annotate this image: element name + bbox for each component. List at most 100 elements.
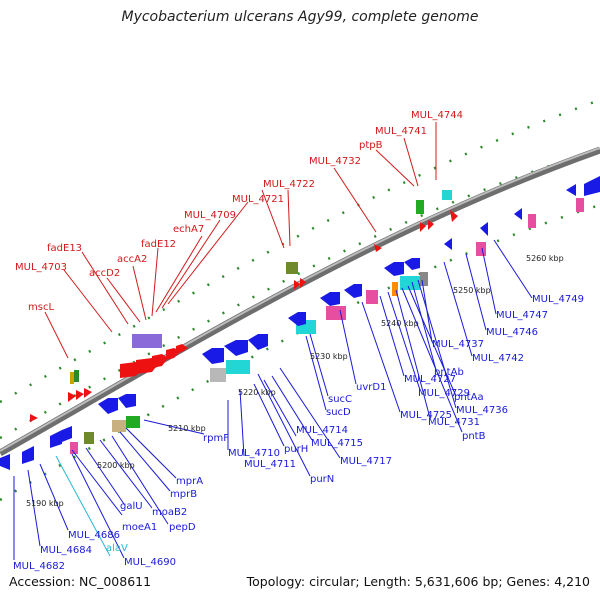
gene-label: MUL_4709 xyxy=(184,210,236,221)
gene-rev xyxy=(584,176,600,196)
gene-label: mscL xyxy=(28,302,54,313)
gene-label: moaB2 xyxy=(152,507,187,518)
leader-line xyxy=(465,253,487,331)
leader-line xyxy=(27,469,41,547)
gene-label: pntAa xyxy=(454,392,484,403)
leader-line xyxy=(39,463,69,531)
gene-label: accA2 xyxy=(117,254,147,265)
leader-line xyxy=(99,439,153,509)
gene-label: sucC xyxy=(328,394,352,405)
gene-rev xyxy=(404,258,420,270)
gene-label: rpmF xyxy=(203,433,229,444)
gene-label: fadE13 xyxy=(47,243,82,254)
gene-label: pntAb xyxy=(434,367,464,378)
gene-rev xyxy=(202,348,224,364)
leader-line xyxy=(271,375,313,441)
leader-line xyxy=(257,373,311,477)
leader-line xyxy=(493,239,533,299)
gene-label: accD2 xyxy=(89,268,120,279)
leader-line xyxy=(85,447,125,505)
gene-label: MUL_4722 xyxy=(263,179,315,190)
scale-tick-label: 5200 kbp xyxy=(97,461,135,470)
gene-label: MUL_4711 xyxy=(244,459,296,470)
gene-rev xyxy=(118,394,136,408)
leader-line xyxy=(375,149,415,187)
leader-line xyxy=(63,269,113,333)
gene-label: MUL_4747 xyxy=(496,310,548,321)
gene-label: MUL_4710 xyxy=(228,448,280,459)
gene-label: MUL_4686 xyxy=(68,530,120,541)
gene-blocks xyxy=(70,190,584,454)
scale-tick-label: 5210 kbp xyxy=(168,424,206,433)
scale-tick-label: 5250 kbp xyxy=(453,286,491,295)
gene-label: MUL_4682 xyxy=(13,561,65,572)
gene-label: pepD xyxy=(169,522,196,533)
gene-label: MUL_4715 xyxy=(311,438,363,449)
gene-rev xyxy=(514,208,522,220)
leader-line xyxy=(151,247,159,317)
gene-block-gray xyxy=(210,368,226,382)
gene-block-green-3 xyxy=(126,416,140,428)
gene-rev xyxy=(0,454,10,470)
gene-label: MUL_4736 xyxy=(456,405,508,416)
leader-line xyxy=(309,333,329,397)
scale-tick-label: 5230 kbp xyxy=(310,352,348,361)
guide-rings xyxy=(0,98,600,502)
gene-label: mprA xyxy=(176,476,203,487)
leader-line xyxy=(81,251,129,325)
gene-rev xyxy=(224,340,248,356)
scale-tick-label: 5260 kbp xyxy=(526,254,564,263)
leader-line xyxy=(387,291,421,391)
gene-label: MUL_4727 xyxy=(404,374,456,385)
leader-line xyxy=(55,455,111,557)
gene-block-orange xyxy=(392,282,398,296)
gene-label: MUL_4731 xyxy=(428,417,480,428)
gene-block-green xyxy=(74,370,79,382)
gene-label: fadE12 xyxy=(141,239,176,250)
leader-line xyxy=(106,277,141,323)
leader-line xyxy=(125,427,177,479)
leader-line xyxy=(111,435,169,525)
leader-line xyxy=(287,189,291,247)
gene-fwd xyxy=(294,280,300,290)
leader-line xyxy=(119,431,171,492)
gene-label: uvrD1 xyxy=(356,382,386,393)
gene-label: MUL_4741 xyxy=(375,126,427,137)
leader-line xyxy=(263,379,297,437)
gene-rev xyxy=(50,430,62,448)
gene-rev xyxy=(248,334,268,350)
gene-labels-bottom: MUL_4682 MUL_4684 MUL_4686 alaV MUL_4690… xyxy=(13,294,584,572)
accession-text: Accession: NC_008611 xyxy=(9,574,152,589)
gene-block-purple xyxy=(132,334,162,348)
leader-line xyxy=(167,201,249,305)
gene-block-pink xyxy=(70,442,78,454)
gene-block-cyan xyxy=(442,190,452,200)
gene-label: purH xyxy=(284,444,308,455)
leader-line xyxy=(143,419,205,435)
leader-lines-top xyxy=(44,122,437,359)
gene-fwd xyxy=(374,244,382,252)
leader-line xyxy=(279,367,341,459)
leader-line xyxy=(401,287,463,433)
gene-label: ptpB xyxy=(359,140,383,151)
gene-block-olive xyxy=(286,262,298,274)
gene-block-pink-5 xyxy=(528,214,536,228)
scale-ticks: 5190 kbp 5200 kbp 5210 kbp 5220 kbp 5230… xyxy=(26,254,564,508)
gene-label: alaV xyxy=(106,543,128,554)
gene-label: moeA1 xyxy=(122,522,157,533)
leader-line xyxy=(421,279,433,343)
gene-label: MUL_4725 xyxy=(400,410,452,421)
gene-label: pntB xyxy=(462,431,486,442)
leader-line xyxy=(261,189,285,249)
leader-line xyxy=(411,281,437,371)
gene-label: MUL_4744 xyxy=(411,110,463,121)
gene-label: MUL_4690 xyxy=(124,557,176,568)
gene-label: MUL_4714 xyxy=(296,425,348,436)
gene-block-pink-6 xyxy=(576,198,584,212)
leader-line xyxy=(339,309,357,385)
genome-backbone xyxy=(0,146,600,457)
gene-rev xyxy=(98,398,118,414)
gene-block-cyan-2 xyxy=(226,360,250,374)
gene-rev xyxy=(344,284,362,298)
gene-rev xyxy=(384,262,404,276)
